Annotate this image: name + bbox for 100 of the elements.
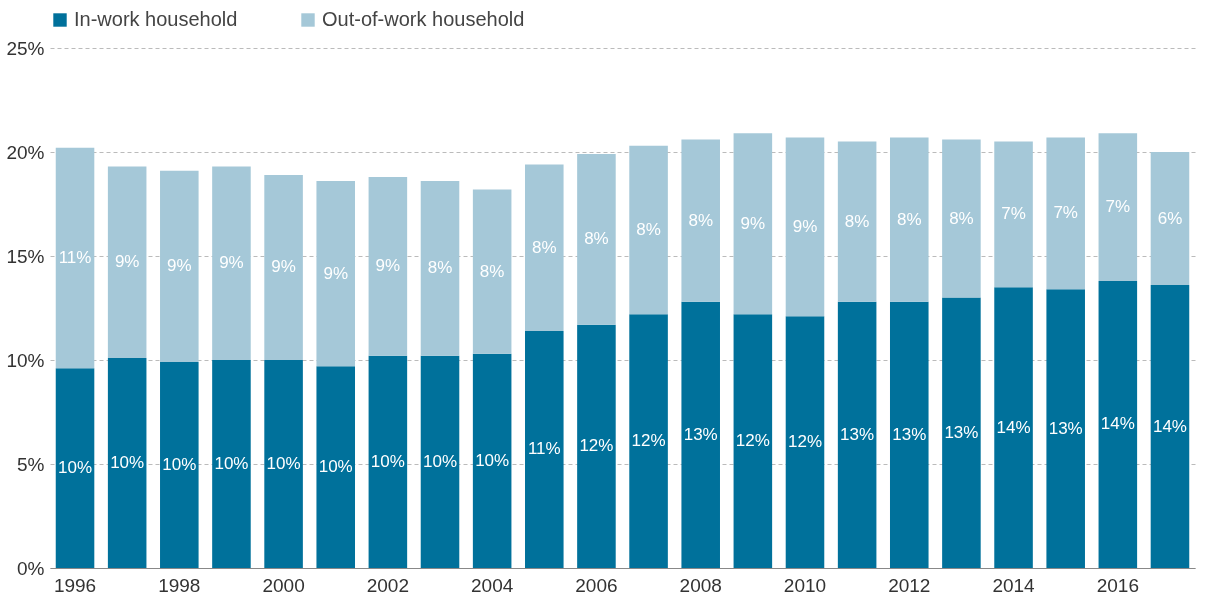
data-label: 8%	[584, 229, 609, 249]
y-tick-label: 15%	[6, 245, 45, 267]
data-label: 10%	[318, 457, 353, 477]
data-label: 11%	[527, 439, 561, 459]
data-label: 8%	[479, 261, 505, 281]
bar	[1046, 137, 1085, 290]
data-label: 9%	[375, 256, 401, 276]
data-label: 10%	[266, 454, 301, 473]
data-label: 8%	[844, 211, 870, 231]
bar	[942, 139, 981, 298]
bar	[733, 133, 773, 315]
x-tick-label: 2006	[575, 574, 618, 596]
x-tick-label: 1996	[53, 574, 97, 596]
data-label: 13%	[892, 424, 927, 444]
data-label: 7%	[1053, 203, 1078, 223]
data-label: 10%	[214, 454, 249, 473]
data-label: 6%	[1157, 208, 1183, 228]
bar	[525, 330, 564, 568]
bar	[264, 360, 303, 568]
data-label: 10%	[162, 455, 197, 475]
data-label: 10%	[370, 451, 405, 471]
bar	[629, 145, 668, 315]
data-label: 12%	[631, 431, 666, 451]
bar	[1098, 133, 1138, 281]
data-label: 13%	[944, 422, 979, 442]
bar	[577, 154, 616, 325]
data-label: 9%	[219, 253, 244, 273]
data-label: 8%	[532, 237, 557, 257]
y-tick-label: 25%	[6, 37, 45, 59]
data-label: 13%	[840, 424, 875, 444]
legend-label: Out-of-work household	[322, 8, 525, 30]
bar	[1098, 280, 1138, 568]
x-tick-label: 2014	[992, 574, 1036, 596]
bar	[160, 362, 199, 568]
x-tick-label: 2000	[262, 574, 305, 596]
x-tick-label: 2010	[783, 574, 827, 596]
legend-label: In-work household	[74, 8, 238, 30]
bar	[1046, 289, 1085, 568]
data-label: 10%	[422, 451, 458, 471]
bar	[889, 301, 929, 568]
data-label: 8%	[896, 209, 922, 229]
data-label: 10%	[475, 450, 510, 470]
bar	[837, 301, 877, 568]
y-tick-label: 20%	[6, 141, 45, 163]
bar	[629, 314, 668, 568]
data-label: 7%	[1105, 197, 1131, 217]
bar	[942, 297, 981, 568]
data-label: 10%	[110, 452, 145, 472]
bar	[55, 368, 95, 568]
y-tick-label: 0%	[17, 557, 45, 579]
bar	[889, 137, 929, 302]
data-label: 14%	[1152, 416, 1187, 436]
bar	[1150, 285, 1190, 568]
data-label: 8%	[427, 258, 453, 278]
bar	[472, 353, 512, 568]
bar	[107, 357, 147, 568]
bar	[1150, 152, 1190, 286]
bar	[681, 139, 720, 302]
data-label: 9%	[167, 256, 192, 276]
data-label: 11%	[58, 248, 92, 268]
x-tick-label: 2016	[1096, 574, 1139, 596]
bar	[316, 181, 356, 367]
bar	[837, 141, 877, 302]
bar	[577, 324, 616, 568]
x-tick-label: 2002	[366, 574, 410, 596]
bar	[264, 174, 303, 360]
bar	[681, 301, 720, 568]
data-label: 7%	[1001, 204, 1026, 224]
bar	[785, 316, 825, 568]
y-tick-label: 10%	[6, 349, 45, 371]
bar	[368, 176, 408, 356]
bar	[160, 170, 199, 363]
data-label: 9%	[740, 213, 766, 233]
data-label: 12%	[735, 431, 770, 451]
y-tick-label: 5%	[17, 453, 45, 475]
data-label: 9%	[323, 263, 349, 283]
data-label: 9%	[792, 216, 818, 236]
data-label: 9%	[271, 257, 296, 277]
bar	[994, 287, 1033, 568]
bar	[785, 137, 825, 317]
data-label: 8%	[949, 208, 974, 228]
data-label: 13%	[1048, 418, 1083, 438]
data-label: 9%	[114, 252, 140, 272]
bar	[525, 164, 564, 331]
data-label: 14%	[996, 417, 1031, 437]
bar	[212, 360, 251, 568]
bar	[420, 355, 460, 568]
data-label: 10%	[58, 458, 93, 478]
x-tick-label: 2004	[471, 574, 514, 596]
bar	[316, 366, 356, 568]
bar	[994, 141, 1033, 288]
data-label: 12%	[579, 436, 614, 456]
bar	[420, 181, 460, 356]
x-tick-label: 2012	[888, 574, 931, 596]
bar	[472, 189, 512, 354]
x-tick-label: 2008	[679, 574, 722, 596]
data-label: 14%	[1100, 414, 1135, 434]
data-label: 8%	[688, 210, 713, 230]
data-label: 12%	[787, 432, 823, 452]
bar	[368, 355, 408, 568]
